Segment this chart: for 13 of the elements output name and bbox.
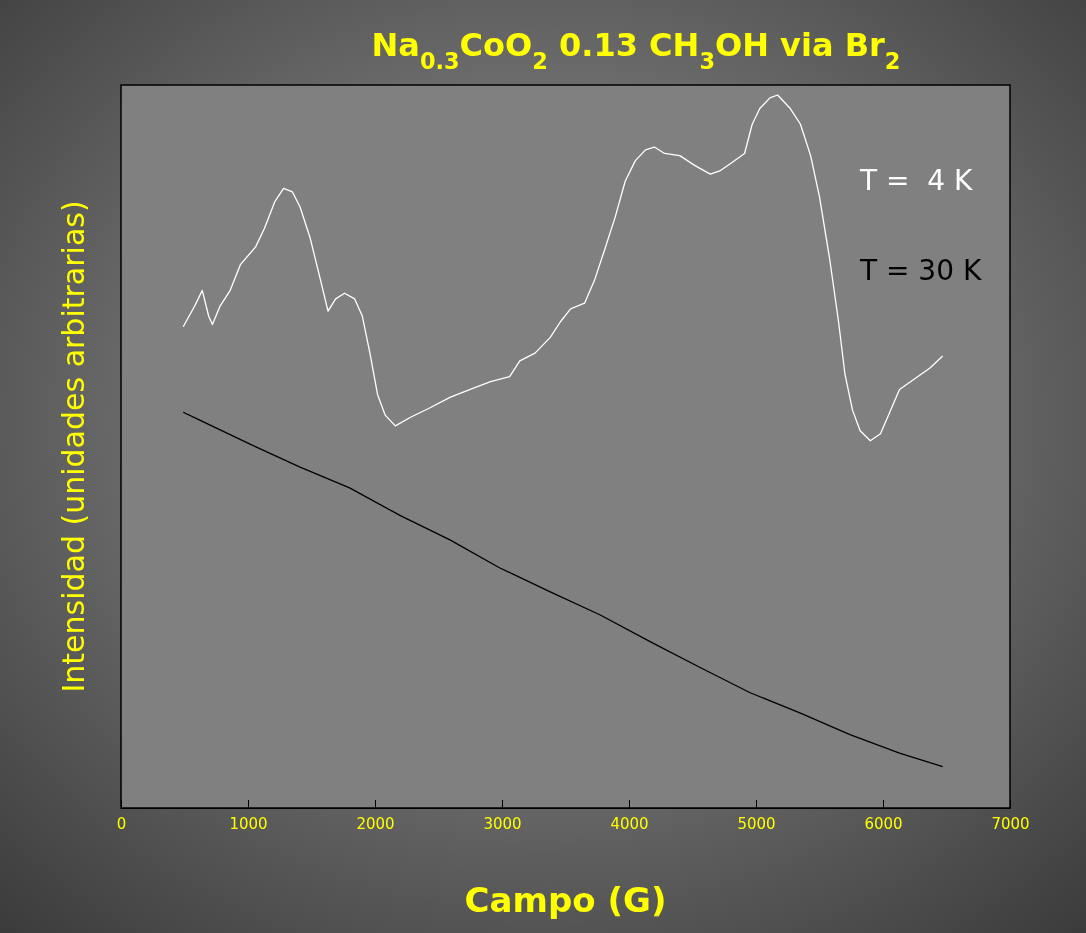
series-label: T = 4 K — [859, 164, 973, 197]
x-tick-label: 3000 — [483, 815, 522, 833]
x-tick-label: 0 — [116, 815, 127, 833]
x-tick-label: 1000 — [229, 815, 268, 833]
x-tick-label: 7000 — [991, 815, 1030, 833]
x-axis-title: Campo (G) — [464, 880, 667, 920]
x-tick-label: 5000 — [737, 815, 776, 833]
chart-title: Na$_{0.3}$CoO$_{2}$ 0.13 CH$_{3}$OH via Br$_{2}$ — [371, 26, 901, 74]
x-tick-label: 6000 — [864, 815, 903, 833]
text: T = 30 K — [859, 254, 982, 287]
x-tick-label: 2000 — [356, 815, 395, 833]
y-axis-title: Intensidad (unidades arbitrarias) — [56, 200, 91, 693]
x-tick-label: 4000 — [610, 815, 649, 833]
